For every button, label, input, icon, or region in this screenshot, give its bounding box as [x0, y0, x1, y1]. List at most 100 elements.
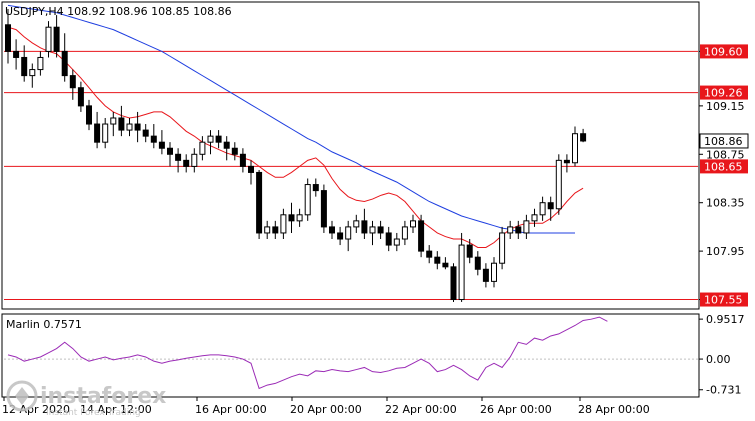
candle	[223, 136, 230, 161]
candle	[142, 124, 149, 143]
candle-body	[312, 184, 319, 192]
candle	[158, 130, 165, 155]
candle	[450, 263, 457, 302]
level-price-tag	[700, 44, 748, 59]
candle	[304, 178, 311, 221]
candle-body	[345, 226, 352, 240]
candle-body	[361, 220, 368, 234]
time-tick-label: 16 Apr 00:00	[195, 403, 267, 416]
candle-body	[442, 262, 449, 268]
candle-body	[515, 226, 522, 234]
main-pane-frame	[1, 1, 700, 310]
candle-body	[410, 220, 416, 228]
candle	[134, 111, 141, 143]
time-tick-label: 12 Apr 2020	[2, 403, 70, 416]
candle-body	[5, 24, 11, 52]
candle	[126, 117, 133, 137]
candle	[499, 226, 506, 270]
candle	[442, 257, 449, 270]
candle	[288, 202, 295, 233]
candle	[555, 154, 562, 215]
price-tick-label: 108.75	[706, 148, 745, 161]
candle	[539, 196, 546, 221]
candle	[150, 124, 157, 149]
candle-body	[288, 214, 295, 222]
time-tick-label: 20 Apr 00:00	[290, 403, 362, 416]
candle-body	[482, 268, 489, 282]
candle	[53, 15, 60, 58]
candle	[77, 81, 84, 112]
level-price-tag	[700, 292, 748, 307]
level-price-tag-label: 109.60	[704, 45, 743, 58]
candle-body	[256, 171, 263, 234]
candle-body	[102, 123, 109, 143]
candle-body	[466, 244, 473, 258]
candle-body	[158, 141, 165, 149]
candle-body	[215, 135, 222, 143]
candle-body	[264, 226, 271, 234]
candle	[580, 128, 587, 143]
candle	[94, 111, 101, 149]
candle	[191, 148, 198, 173]
oscillator-tick-label: 0.9517	[706, 313, 745, 326]
candle	[401, 220, 408, 246]
level-price-tag-label: 108.65	[704, 160, 743, 173]
candle	[199, 136, 206, 161]
level-price-tag	[700, 159, 748, 174]
instaforex-logo: instaforex Instant Forex Trading	[6, 380, 166, 418]
candle-body	[207, 135, 214, 143]
candle-body	[53, 26, 60, 52]
oscillator-axis: 0.9517 0.00 -0.731	[699, 313, 745, 397]
time-tick-label: 28 Apr 00:00	[578, 403, 650, 416]
candle	[572, 126, 578, 167]
current-price-tag	[699, 133, 749, 149]
candle	[167, 142, 173, 167]
candle	[393, 232, 400, 252]
candle	[69, 69, 76, 100]
candle	[377, 220, 384, 240]
candle	[361, 208, 368, 240]
candle-body	[426, 250, 433, 258]
candle	[547, 196, 554, 221]
candle	[474, 251, 481, 276]
candle	[45, 21, 52, 58]
candle	[523, 214, 530, 240]
candle-body	[491, 262, 497, 282]
candle-body	[523, 220, 530, 234]
candle-body	[418, 220, 425, 252]
candle	[337, 226, 344, 246]
logo-mark-icon	[6, 380, 38, 412]
candle	[426, 245, 433, 264]
candle	[507, 220, 514, 240]
moving-averages	[7, 4, 584, 248]
candle-body	[507, 226, 514, 234]
candle-body	[231, 147, 238, 155]
candle-body	[183, 159, 190, 167]
candle	[369, 220, 376, 246]
candle-body	[126, 123, 133, 131]
candle-body	[304, 184, 311, 216]
candle-body	[110, 117, 117, 125]
candle-body	[134, 123, 141, 131]
candle	[563, 154, 570, 173]
candle-body	[61, 50, 68, 77]
candle	[458, 232, 465, 302]
indicator-label: Marlin 0.7571	[6, 318, 82, 331]
horizontal-levels	[4, 50, 698, 301]
candle-body	[272, 226, 279, 234]
candle	[280, 208, 287, 240]
candle-body	[401, 226, 408, 240]
candle	[296, 208, 303, 227]
symbol-header: USDJPY,H4 108.92 108.96 108.85 108.86	[5, 5, 232, 18]
candle	[272, 220, 279, 240]
current-price-tag-label: 108.86	[704, 135, 743, 148]
candle-body	[377, 226, 384, 234]
candle	[102, 117, 109, 149]
candle	[312, 178, 319, 197]
candle	[37, 51, 44, 76]
oscillator-tick-label: 0.00	[706, 353, 731, 366]
candle-body	[239, 153, 246, 167]
candle	[345, 220, 352, 252]
candle-body	[296, 214, 303, 222]
